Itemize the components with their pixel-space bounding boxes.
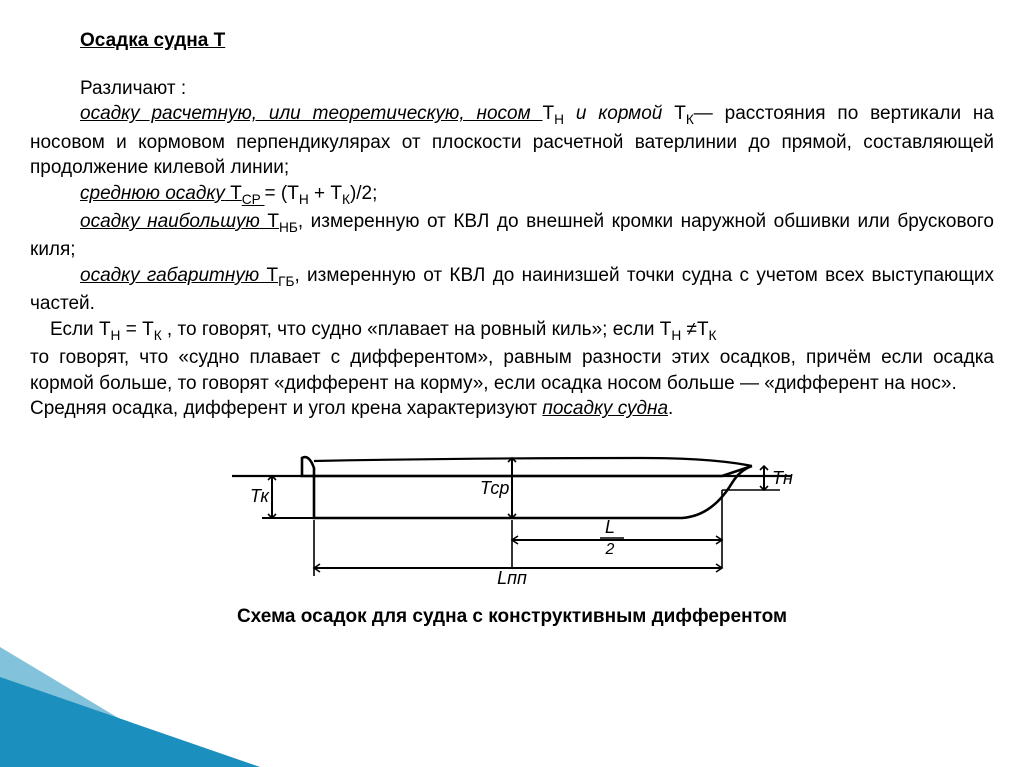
- label-tk: Тк: [250, 486, 270, 506]
- term-srednyaya: среднюю осадку: [80, 183, 225, 204]
- ship-draft-diagram: Тк Тср Тн L 2 Lпп: [212, 428, 812, 588]
- label-l2-num: L: [605, 517, 615, 537]
- label-l2-den: 2: [605, 541, 615, 558]
- para-gabaritnaya: осадку габаритную ТГБ, измеренную от КВЛ…: [30, 263, 994, 317]
- para-posadka: Средняя осадка, дифферент и угол крена х…: [30, 396, 994, 422]
- para-rovny-kil: Если ТН = ТК , то говорят, что судно «пл…: [30, 317, 994, 345]
- intro-line: Различают :: [30, 76, 994, 102]
- para-srednyaya: среднюю осадку ТСР = (ТН + ТК)/2;: [30, 181, 994, 209]
- label-tcp: Тср: [480, 478, 509, 498]
- label-lpp: Lпп: [497, 568, 527, 588]
- term-naibolshaya: осадку наибольшую: [80, 211, 260, 232]
- para-different: то говорят, что «судно плавает с диффере…: [30, 345, 994, 396]
- term-gabaritnaya: осадку габаритную: [80, 265, 259, 286]
- page-title: Осадка судна Т: [80, 28, 994, 54]
- term-raschetnaya: осадку расчетную, или теоретическую, нос…: [80, 103, 542, 124]
- term-posadka: посадку судна: [542, 398, 668, 419]
- para-raschetnaya: осадку расчетную, или теоретическую, нос…: [30, 101, 994, 181]
- para-naibolshaya: осадку наибольшую ТНБ, измеренную от КВЛ…: [30, 209, 994, 263]
- diagram-caption: Схема осадок для судна с конструктивным …: [30, 604, 994, 630]
- label-tn: Тн: [772, 468, 793, 488]
- diagram-container: Тк Тср Тн L 2 Lпп: [30, 428, 994, 596]
- corner-decoration: [0, 677, 260, 767]
